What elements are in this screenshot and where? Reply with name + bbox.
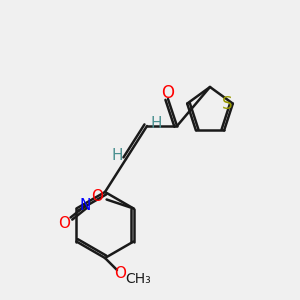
Text: S: S	[222, 94, 232, 112]
Text: O: O	[92, 189, 104, 204]
Text: O: O	[114, 266, 126, 280]
Text: CH₃: CH₃	[125, 272, 151, 286]
Text: H: H	[111, 148, 123, 164]
Text: O: O	[161, 84, 175, 102]
Text: H: H	[150, 116, 162, 130]
Text: O: O	[58, 216, 70, 231]
Text: N: N	[80, 198, 91, 213]
